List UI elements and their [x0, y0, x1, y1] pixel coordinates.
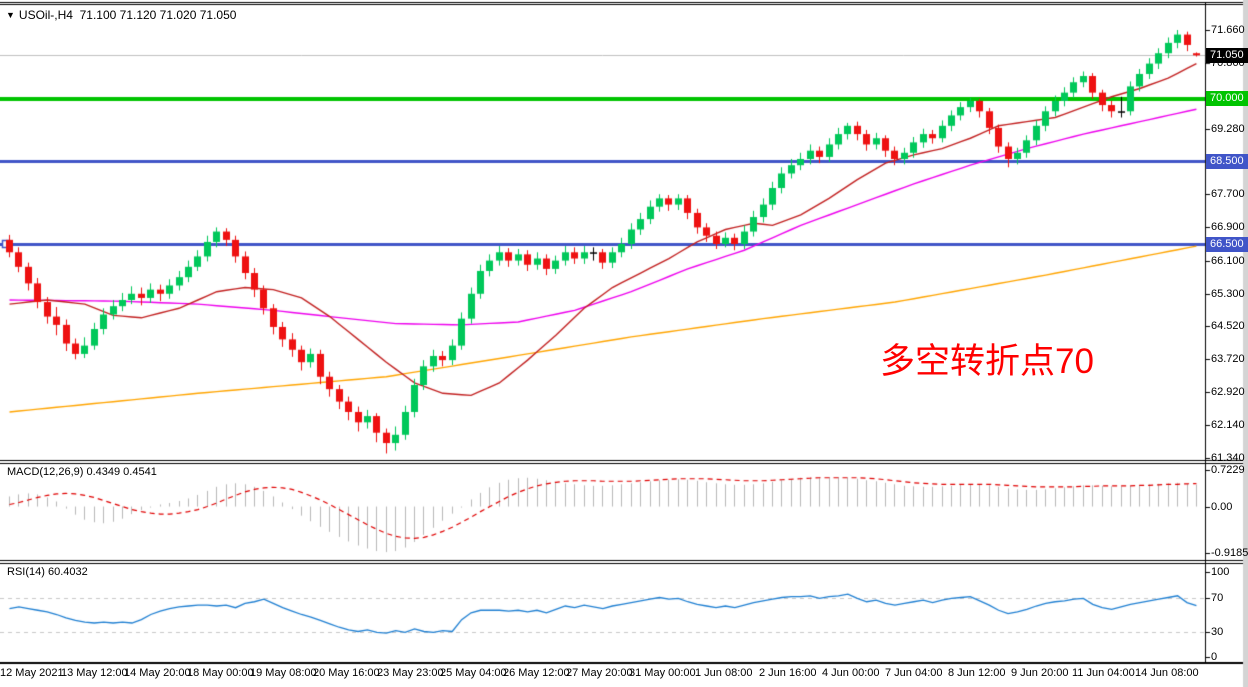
time-axis-label: 23 May 23:00: [377, 667, 444, 679]
time-axis-label: 20 May 16:00: [313, 667, 380, 679]
time-axis-label: 14 May 20:00: [124, 667, 191, 679]
time-axis-label: 19 May 08:00: [250, 667, 317, 679]
price-tick-label: 71.660: [1211, 24, 1245, 36]
rsi-indicator-label: RSI(14) 60.4032: [7, 566, 88, 578]
price-tick-label: 61.340: [1211, 452, 1245, 464]
time-axis-label: 7 Jun 04:00: [885, 667, 943, 679]
time-axis-label: 25 May 04:00: [440, 667, 507, 679]
chart-title: ▼ USOil-,H4 71.100 71.120 71.020 71.050: [6, 8, 236, 22]
symbol-marker-icon: ▼: [6, 10, 15, 20]
ohlc-values: 71.100 71.120 71.020 71.050: [79, 8, 237, 22]
macd-tick-label: 0.7229: [1211, 464, 1245, 476]
price-tick-label: 65.300: [1211, 287, 1245, 300]
rsi-tick-label: 30: [1211, 625, 1224, 638]
time-axis-label: 26 May 12:00: [503, 667, 570, 679]
annotation-text: 多空转折点70: [880, 342, 1094, 381]
time-axis-label: 14 Jun 08:00: [1135, 667, 1199, 679]
macd-tick-label: -0.9185: [1211, 547, 1248, 559]
symbol-timeframe-label: USOil-,H4: [18, 8, 73, 22]
price-tag-label: 68.500: [1206, 154, 1248, 169]
price-tick-label: 67.700: [1211, 188, 1245, 201]
price-tick-label: 69.280: [1211, 122, 1245, 135]
price-tick-label: 66.900: [1211, 221, 1245, 234]
rsi-tick-label: 0: [1211, 651, 1218, 663]
time-axis-label: 12 May 2021: [0, 667, 64, 679]
time-axis-label: 2 Jun 16:00: [759, 667, 817, 679]
time-axis-label: 8 Jun 12:00: [948, 667, 1006, 679]
price-tag-label: 70.000: [1206, 91, 1248, 106]
time-axis-label: 11 Jun 04:00: [1072, 667, 1135, 679]
time-axis-label: 1 Jun 08:00: [695, 667, 753, 679]
time-axis-label: 18 May 00:00: [187, 667, 254, 679]
price-tick-label: 62.140: [1211, 418, 1245, 431]
rsi-tick-label: 70: [1211, 591, 1224, 604]
time-axis-label: 4 Jun 00:00: [822, 667, 880, 679]
price-tick-label: 66.100: [1211, 254, 1245, 267]
time-axis-label: 31 May 00:00: [629, 667, 696, 679]
price-tick-label: 64.520: [1211, 320, 1245, 333]
time-axis-label: 13 May 12:00: [61, 667, 128, 679]
time-axis-label: 9 Jun 20:00: [1011, 667, 1069, 679]
price-tick-label: 62.920: [1211, 386, 1245, 399]
macd-tick-label: 0.00: [1211, 500, 1233, 513]
price-tag-label: 66.500: [1206, 237, 1248, 252]
price-tick-label: 63.720: [1211, 353, 1245, 366]
macd-indicator-label: MACD(12,26,9) 0.4349 0.4541: [7, 466, 157, 478]
rsi-tick-label: 100: [1211, 566, 1230, 578]
price-tag-label: 71.050: [1206, 48, 1248, 63]
time-axis-label: 27 May 20:00: [566, 667, 633, 679]
